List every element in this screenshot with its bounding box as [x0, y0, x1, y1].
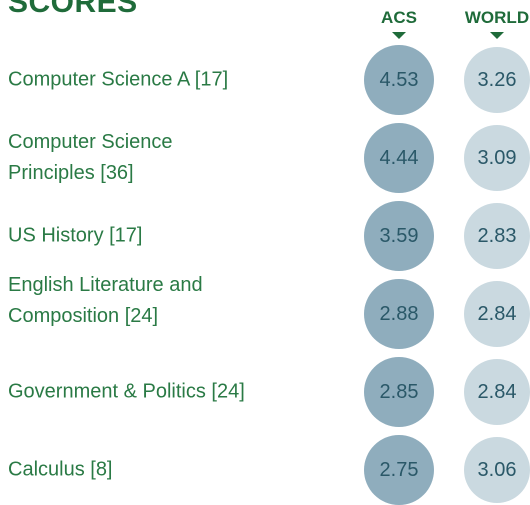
header-arrow: [490, 32, 504, 39]
world-score: 3.26: [464, 47, 530, 113]
subject-label: Government & Politics [24]: [8, 380, 245, 403]
subject-label: English Literature and Composition [24]: [8, 274, 203, 327]
world-score: 2.84: [464, 359, 530, 425]
acs-score: 3.59: [364, 201, 434, 271]
header-arrow: [392, 32, 406, 39]
acs-score: 2.75: [364, 435, 434, 505]
subject-label: US History [17]: [8, 224, 143, 247]
column-header: ACS: [381, 8, 417, 27]
world-score: 3.06: [464, 437, 530, 503]
world-score: 3.09: [464, 125, 530, 191]
subject-label: Calculus [8]: [8, 458, 113, 481]
subject-label: Computer Science Principles [36]: [8, 131, 173, 184]
world-score: 2.83: [464, 203, 530, 269]
subject-label: Computer Science A [17]: [8, 68, 229, 91]
acs-score: 2.88: [364, 279, 434, 349]
acs-score: 4.44: [364, 123, 434, 193]
acs-score: 4.53: [364, 45, 434, 115]
world-score: 2.84: [464, 281, 530, 347]
column-header: WORLD: [464, 8, 530, 27]
title: SCORES: [8, 0, 138, 19]
acs-score: 2.85: [364, 357, 434, 427]
